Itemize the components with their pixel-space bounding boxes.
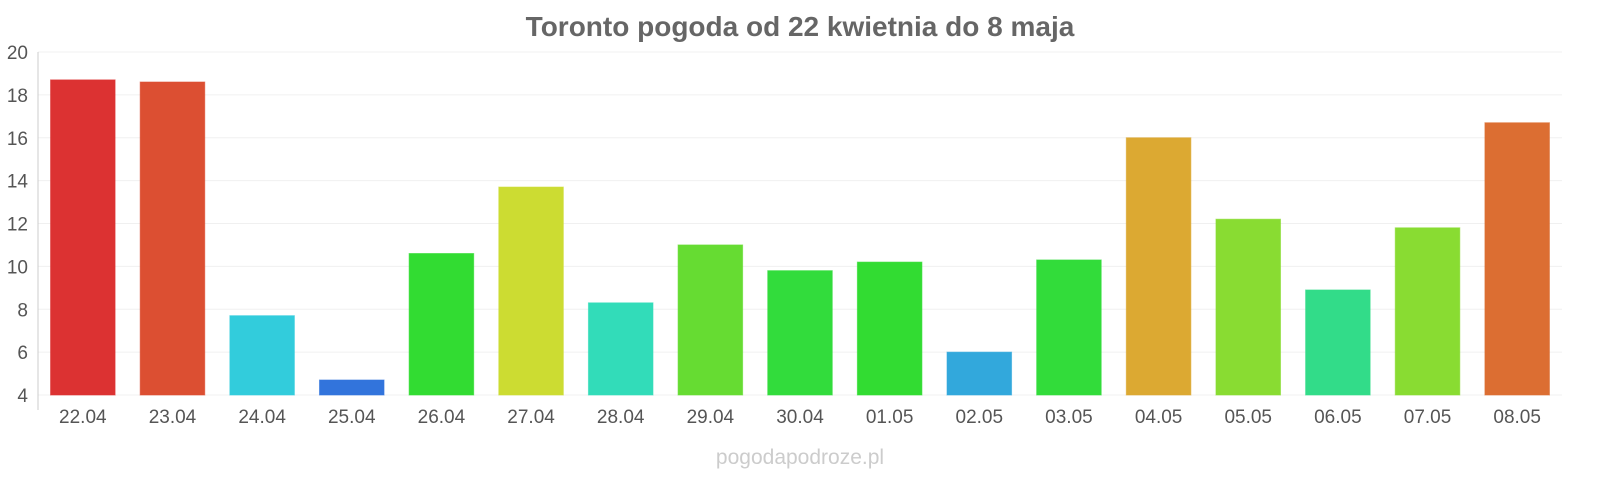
bar-29.04 <box>677 244 744 396</box>
x-tick-label: 02.05 <box>956 407 1004 428</box>
bar-08.05 <box>1484 122 1550 396</box>
chart-title: Toronto pogoda od 22 kwietnia do 8 maja <box>526 11 1075 42</box>
bar-25.04 <box>318 379 385 396</box>
x-tick-label: 06.05 <box>1314 407 1362 428</box>
x-tick-label: 28.04 <box>597 407 645 428</box>
x-tick-label: 29.04 <box>687 407 735 428</box>
x-tick-label: 08.05 <box>1493 407 1541 428</box>
bar-03.05 <box>1036 259 1102 396</box>
x-tick-label: 04.05 <box>1135 407 1183 428</box>
bar-05.05 <box>1215 218 1282 396</box>
y-tick-label: 10 <box>7 257 28 278</box>
x-tick-label: 07.05 <box>1404 407 1452 428</box>
x-tick-label: 05.05 <box>1224 407 1272 428</box>
source-label: pogodapodroze.pl <box>716 446 884 469</box>
x-tick-label: 01.05 <box>866 407 914 428</box>
y-tick-label: 14 <box>7 172 29 193</box>
bar-22.04 <box>50 79 116 396</box>
x-tick-label: 26.04 <box>418 407 466 428</box>
x-axis-ticks: 22.04 23.04 24.04 25.04 26.04 27.04 28.04 29.04… <box>59 407 1541 428</box>
x-tick-label: 30.04 <box>776 407 824 428</box>
x-tick-label: 22.04 <box>59 407 107 428</box>
bar-26.04 <box>408 253 475 396</box>
bar-27.04 <box>498 186 564 396</box>
x-tick-label: 23.04 <box>149 407 197 428</box>
bar-30.04 <box>767 270 833 396</box>
y-axis-ticks: 4 6 8 10 12 14 16 18 20 <box>7 43 29 407</box>
y-tick-label: 18 <box>7 86 28 107</box>
bar-24.04 <box>229 315 295 396</box>
x-tick-label: 24.04 <box>238 407 286 428</box>
bar-28.04 <box>587 302 654 396</box>
y-tick-label: 4 <box>17 386 28 407</box>
x-tick-label: 03.05 <box>1045 407 1093 428</box>
bars <box>50 79 1550 396</box>
bar-04.05 <box>1125 137 1192 396</box>
bar-06.05 <box>1305 289 1371 396</box>
y-tick-label: 16 <box>7 129 28 150</box>
x-tick-label: 25.04 <box>328 407 376 428</box>
x-tick-label: 27.04 <box>507 407 555 428</box>
bar-23.04 <box>139 81 206 396</box>
bar-07.05 <box>1394 227 1461 396</box>
y-tick-label: 8 <box>17 300 28 321</box>
y-tick-label: 12 <box>7 215 28 236</box>
bar-02.05 <box>946 351 1013 396</box>
y-tick-label: 20 <box>7 43 28 64</box>
y-tick-label: 6 <box>17 343 28 364</box>
bar-01.05 <box>856 261 923 396</box>
